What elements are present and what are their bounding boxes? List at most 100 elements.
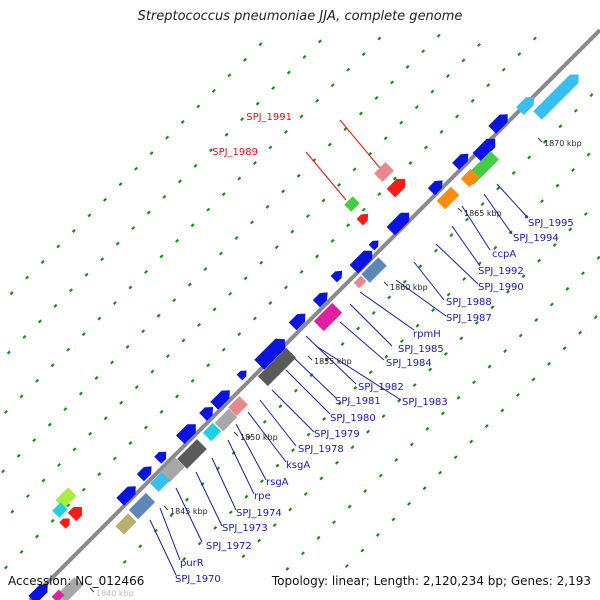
gene-features [28, 74, 579, 600]
grid-dot [57, 462, 61, 467]
gene-label: SPJ_1985 [398, 344, 444, 355]
grid-dot [394, 458, 399, 462]
gene-feature [175, 424, 196, 445]
grid-dot [361, 52, 366, 57]
grid-dot [138, 544, 143, 549]
grid-dot [390, 80, 395, 85]
tick-mark [89, 587, 95, 593]
grid-dot [558, 124, 563, 129]
grid-dot [212, 307, 217, 312]
grid-dot [361, 207, 366, 212]
grid-dot [377, 192, 382, 197]
grid-dot [112, 456, 117, 461]
gene-label: rpe [254, 491, 271, 502]
gene-label: SPJ_1990 [478, 282, 524, 293]
grid-dot [10, 509, 15, 514]
grid-dot [146, 210, 151, 215]
grid-dot [283, 129, 288, 134]
grid-dot [315, 254, 320, 259]
gene-label: SPJ_1973 [222, 523, 268, 534]
grid-dot [446, 292, 451, 297]
grid-dot [317, 39, 322, 44]
grid-dot [405, 64, 410, 69]
grid-dot [346, 67, 351, 72]
gene-feature [128, 492, 156, 520]
gene-feature [488, 114, 508, 134]
gene-label: SPJ_1979 [314, 429, 360, 440]
tick-mark [537, 137, 543, 143]
grid-dot [47, 422, 52, 427]
grid-dot [409, 442, 414, 447]
grid-dot [305, 214, 310, 219]
grid-dot [439, 129, 444, 134]
grid-dot [391, 517, 396, 522]
gene-feature [349, 250, 373, 274]
grid-dot [209, 148, 213, 153]
grid-dot [81, 332, 86, 337]
grid-dot [159, 409, 164, 414]
grid-dot [213, 525, 218, 530]
grid-dot [128, 285, 133, 290]
grid-dot [501, 67, 506, 72]
grid-dot [72, 447, 77, 452]
grid-dot [94, 375, 99, 380]
grid-dot [69, 288, 73, 293]
tick-label: 1845 kbp [170, 507, 208, 516]
grid-dot [206, 363, 211, 368]
grid-dot [16, 453, 21, 458]
grid-dot [377, 36, 382, 41]
tick-label: 1860 kbp [390, 283, 428, 292]
grid-dot [228, 291, 233, 296]
grid-dot [25, 494, 30, 499]
genome-backbone [28, 28, 600, 600]
grid-dot [521, 274, 526, 279]
gene-feature [533, 74, 579, 120]
grid-dot [240, 117, 245, 122]
grid-dot [125, 344, 130, 349]
grid-dot [281, 189, 286, 194]
grid-dot [177, 179, 182, 184]
grid-dot [35, 534, 40, 539]
grid-dot [296, 173, 301, 178]
gene-label: SPJ_1972 [206, 541, 252, 552]
gene-feature [344, 196, 360, 212]
grid-dot [322, 417, 327, 421]
leader-line [359, 291, 415, 331]
grid-dot [242, 57, 247, 62]
grid-dot [244, 494, 249, 499]
gene-label: purR [180, 558, 204, 569]
gene-feature [28, 584, 48, 600]
gene-feature [386, 212, 410, 236]
grid-dot [542, 139, 547, 144]
grid-dot [162, 194, 167, 199]
gene-labels: SPJ_1991 SPJ_1989 SPJ_1995 SPJ_1994 ccpA SPJ_… [175, 112, 574, 585]
gene-feature [202, 422, 222, 442]
grid-dot [589, 93, 594, 98]
grid-dot [532, 36, 537, 41]
grid-dot [392, 176, 397, 181]
grid-dot [81, 487, 86, 492]
grid-dot [165, 135, 170, 140]
grid-dot [274, 245, 279, 250]
grid-dot [193, 163, 198, 168]
grid-dot [197, 541, 202, 546]
grid-dot [511, 170, 516, 175]
gene-feature [214, 408, 238, 432]
grid-dot [172, 298, 177, 303]
leader-line [195, 471, 223, 527]
gene-label: rpmH [413, 329, 441, 340]
leader-line [413, 261, 445, 301]
grid-dot [415, 323, 420, 328]
grid-dot [449, 233, 454, 238]
gene-label: SPJ_1995 [528, 218, 574, 229]
leader-line [175, 487, 203, 543]
gene-feature [59, 518, 70, 529]
grid-dot [490, 305, 495, 310]
grid-dot [384, 354, 389, 359]
leader-line [159, 507, 181, 561]
grid-dot [518, 333, 523, 338]
gene-feature [427, 180, 443, 196]
gene-feature [356, 213, 369, 226]
grid-dot [272, 523, 277, 528]
grid-dot [3, 409, 8, 414]
